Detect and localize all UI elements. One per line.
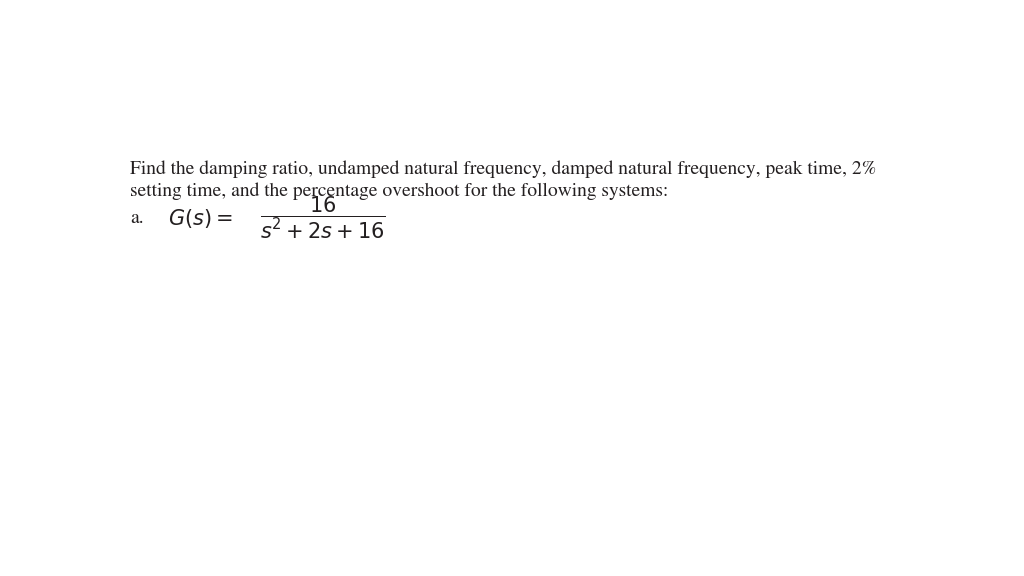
Text: a.: a.	[130, 210, 143, 226]
Text: $G(s)=$: $G(s)=$	[168, 207, 232, 229]
Text: Find the damping ratio, undamped natural frequency, damped natural frequency, pe: Find the damping ratio, undamped natural…	[130, 160, 877, 177]
Text: setting time, and the percentage overshoot for the following systems:: setting time, and the percentage oversho…	[130, 182, 669, 200]
Text: $\dfrac{16}{s^2+2s+16}$: $\dfrac{16}{s^2+2s+16}$	[260, 195, 386, 241]
